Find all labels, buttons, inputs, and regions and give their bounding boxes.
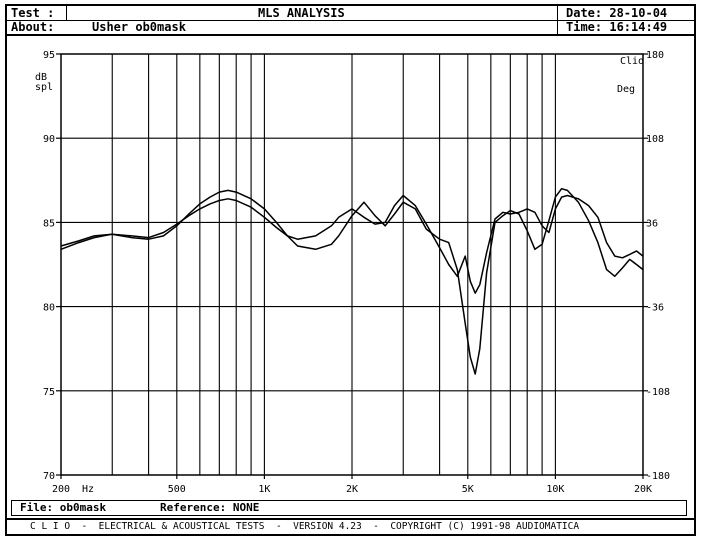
file-info-box: File: ob0mask Reference: NONE bbox=[11, 500, 687, 516]
x-tick-label: 200 bbox=[52, 484, 70, 495]
y-tick-label: 85 bbox=[43, 218, 55, 229]
series-line-2 bbox=[60, 194, 644, 294]
reference-name: Reference: NONE bbox=[160, 501, 260, 514]
x-tick-label: 2K bbox=[346, 484, 358, 495]
footer-divider bbox=[5, 518, 696, 520]
y2-tick-label: -108 bbox=[646, 387, 670, 398]
header-divider-right bbox=[557, 4, 558, 35]
x-tick-label: 1K bbox=[258, 484, 270, 495]
file-name: File: ob0mask bbox=[20, 501, 107, 514]
y-tick-label: 90 bbox=[43, 134, 55, 145]
y2-tick-label: -180 bbox=[646, 471, 670, 482]
window-frame bbox=[5, 4, 696, 536]
y-axis-label: spl bbox=[35, 82, 53, 93]
x-tick-label: 500 bbox=[168, 484, 186, 495]
header-divider-left bbox=[66, 4, 67, 20]
series-line-1 bbox=[60, 187, 644, 375]
y2-tick-label: 180 bbox=[646, 50, 664, 61]
y2-axis-label: Deg bbox=[617, 84, 635, 95]
y-axis-label: dB bbox=[35, 72, 47, 83]
header-divider-bottom bbox=[5, 34, 696, 36]
test-label: Test : bbox=[11, 6, 55, 20]
time-label: Time: 16:14:49 bbox=[566, 20, 668, 34]
y2-tick-label: -36 bbox=[646, 303, 664, 314]
x-tick-label: 20K bbox=[634, 484, 652, 495]
chart-series bbox=[60, 187, 644, 375]
brand-label: Clio bbox=[620, 56, 644, 67]
y2-tick-label: 36 bbox=[646, 218, 658, 229]
y2-tick-label: 108 bbox=[646, 134, 664, 145]
header-divider-top bbox=[5, 20, 696, 21]
credits-line: C L I O - ELECTRICAL & ACOUSTICAL TESTS … bbox=[30, 521, 580, 532]
x-tick-label: 5K bbox=[462, 484, 474, 495]
date-label: Date: 28-10-04 bbox=[566, 6, 668, 20]
x-tick-label: 10K bbox=[546, 484, 564, 495]
about-value: Usher ob0mask bbox=[92, 20, 186, 34]
y-tick-label: 70 bbox=[43, 471, 55, 482]
y-tick-label: 80 bbox=[43, 303, 55, 314]
chart-grid bbox=[61, 54, 643, 475]
y-tick-label: 95 bbox=[43, 50, 55, 61]
x-axis-label: Hz bbox=[82, 484, 94, 495]
page-title: MLS ANALYSIS bbox=[258, 6, 345, 20]
chart-labels: 95 90 85 80 75 70 180 108 36 -36 -108 -180 200 500 1K 2… bbox=[35, 50, 670, 495]
about-label: About: bbox=[11, 20, 55, 34]
y-tick-label: 75 bbox=[43, 387, 55, 398]
chart-ticks bbox=[56, 53, 648, 479]
